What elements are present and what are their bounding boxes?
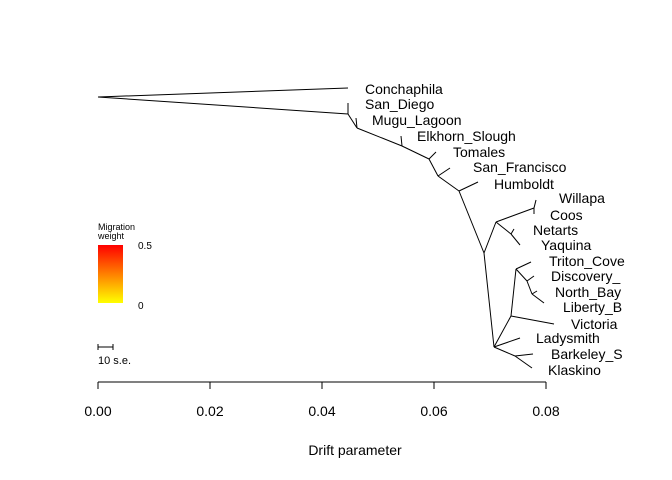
tip-label-elkhorn-slough: Elkhorn_Slough — [417, 128, 516, 144]
branch-nodeD-nodeI — [493, 346, 516, 357]
tip-label-ladysmith: Ladysmith — [536, 330, 600, 346]
branch-node1-node2 — [347, 113, 358, 129]
legend-max-label: 0.5 — [138, 241, 152, 252]
branch-humboldt — [458, 181, 479, 192]
x-axis-title: Drift parameter — [308, 442, 402, 458]
branch-netarts — [510, 228, 515, 235]
branch-node6-node7 — [458, 190, 485, 254]
tip-label-klaskino: Klaskino — [548, 362, 601, 378]
x-tick-label-2: 0.04 — [308, 403, 335, 419]
branch-klaskino — [514, 355, 533, 369]
branch-nodeG-nodeH — [526, 280, 533, 295]
branch-triton — [515, 261, 532, 270]
branch-elkhorn — [400, 135, 403, 147]
branch-node7-nodeD — [483, 252, 495, 348]
se-scale-bar: 10 s.e. — [97, 344, 131, 367]
branch-barkeley — [514, 353, 534, 357]
x-tick-label-0: 0.00 — [84, 403, 111, 419]
tip-label-coos: Coos — [550, 207, 583, 223]
tip-label-yaquina: Yaquina — [541, 237, 592, 253]
branch-nodeA-nodeB — [495, 207, 535, 223]
branch-nodeF-nodeG — [515, 268, 528, 282]
x-tick-label-1: 0.02 — [196, 403, 223, 419]
tip-label-humboldt: Humboldt — [494, 176, 554, 192]
x-axis: 0.00 0.02 0.04 0.06 0.08 Drift parameter — [84, 381, 560, 458]
tip-labels: Conchaphila San_Diego Mugu_Lagoon Elkhor… — [365, 81, 625, 378]
tip-label-mugu-lagoon: Mugu_Lagoon — [372, 112, 462, 128]
tip-label-liberty-b: Liberty_B — [563, 299, 622, 315]
branch-node2-node3 — [356, 127, 403, 147]
tip-label-willapa: Willapa — [559, 190, 605, 206]
tip-label-san-diego: San_Diego — [365, 96, 434, 112]
migration-legend: Migration weight 0.5 0 — [97, 222, 152, 312]
tip-label-discovery: Discovery_ — [551, 268, 620, 284]
branch-node5-node6 — [437, 175, 460, 192]
tree-branches — [97, 87, 555, 369]
branch-root-conchaphila — [97, 87, 349, 98]
tip-label-conchaphila: Conchaphila — [365, 81, 443, 97]
tip-label-north-bay: North_Bay — [555, 284, 621, 300]
branch-mugu — [355, 117, 358, 129]
x-tick-label-3: 0.06 — [420, 403, 447, 419]
tip-label-san-francisco: San_Francisco — [473, 159, 567, 175]
branch-tomales — [428, 151, 437, 160]
branch-node7-nodeA — [483, 221, 497, 254]
legend-title-line2: weight — [97, 231, 125, 241]
legend-min-label: 0 — [138, 301, 144, 312]
tip-label-netarts: Netarts — [533, 222, 578, 238]
branch-ladysmith — [493, 337, 521, 348]
tip-label-tomales: Tomales — [453, 144, 505, 160]
branch-nodeD-nodeE — [493, 315, 512, 348]
branch-san-francisco — [437, 167, 451, 177]
x-tick-label-4: 0.08 — [532, 403, 559, 419]
branch-willapa — [533, 199, 537, 209]
legend-color-gradient — [98, 245, 123, 303]
tip-label-barkeley-s: Barkeley_S — [551, 346, 623, 362]
branch-discovery — [526, 275, 535, 282]
scale-bar-label: 10 s.e. — [98, 355, 131, 367]
branch-node4-node5 — [428, 158, 439, 177]
branch-north-bay — [531, 290, 538, 295]
tip-label-victoria: Victoria — [571, 316, 618, 332]
branch-liberty — [531, 293, 545, 304]
branch-victoria — [510, 315, 555, 325]
tip-label-triton-cove: Triton_Cove — [549, 253, 625, 269]
branch-node3-node4 — [401, 145, 430, 160]
branch-root-node1 — [97, 96, 349, 115]
legend-title-line1: Migration — [98, 222, 135, 232]
branch-nodeA-nodeC — [495, 221, 512, 235]
branch-yaquina — [510, 233, 521, 246]
branch-nodeE-nodeF — [510, 268, 517, 317]
